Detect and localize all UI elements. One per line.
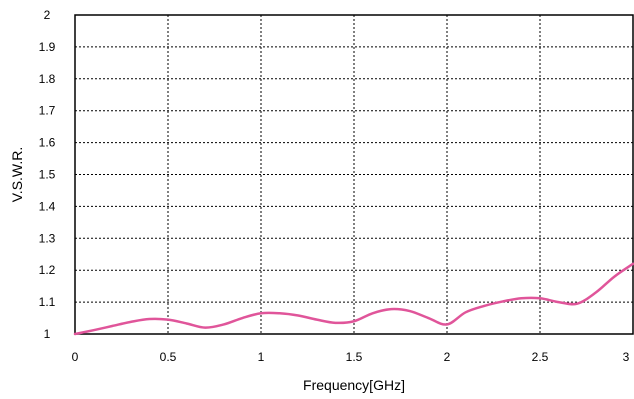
x-tick-label: 2.5	[532, 350, 549, 364]
y-tick-label: 1.6	[39, 136, 56, 150]
x-tick-label: 1.5	[346, 350, 363, 364]
y-tick-label: 1.9	[39, 40, 56, 54]
x-tick-label: 2	[444, 350, 451, 364]
y-tick-label: 1.4	[39, 199, 56, 213]
y-tick-label: 1.5	[39, 168, 56, 182]
x-tick-label: 1	[258, 350, 265, 364]
plot-frame	[74, 14, 634, 335]
y-tick-label: 1.2	[39, 263, 56, 277]
x-axis-label: Frequency[GHz]	[303, 377, 405, 393]
y-tick-label: 1	[44, 327, 51, 341]
y-tick-label: 1.3	[39, 231, 56, 245]
y-tick-label: 1.8	[39, 72, 56, 86]
x-axis-ticks: 0 0.5 1 1.5 2 2.5 3	[72, 350, 630, 364]
x-tick-label: 0.5	[160, 350, 177, 364]
y-tick-label: 2	[44, 8, 51, 22]
vswr-series-line	[73, 262, 634, 336]
x-tick-label: 0	[72, 350, 79, 364]
x-tick-label: 3	[623, 350, 630, 364]
y-axis-ticks: 1 1.1 1.2 1.3 1.4 1.5 1.6 1.7 1.8 1.9 2	[39, 8, 56, 341]
grid	[75, 15, 633, 334]
y-tick-label: 1.1	[39, 295, 56, 309]
y-axis-label: V.S.W.R.	[9, 147, 25, 203]
y-tick-label: 1.7	[39, 104, 56, 118]
